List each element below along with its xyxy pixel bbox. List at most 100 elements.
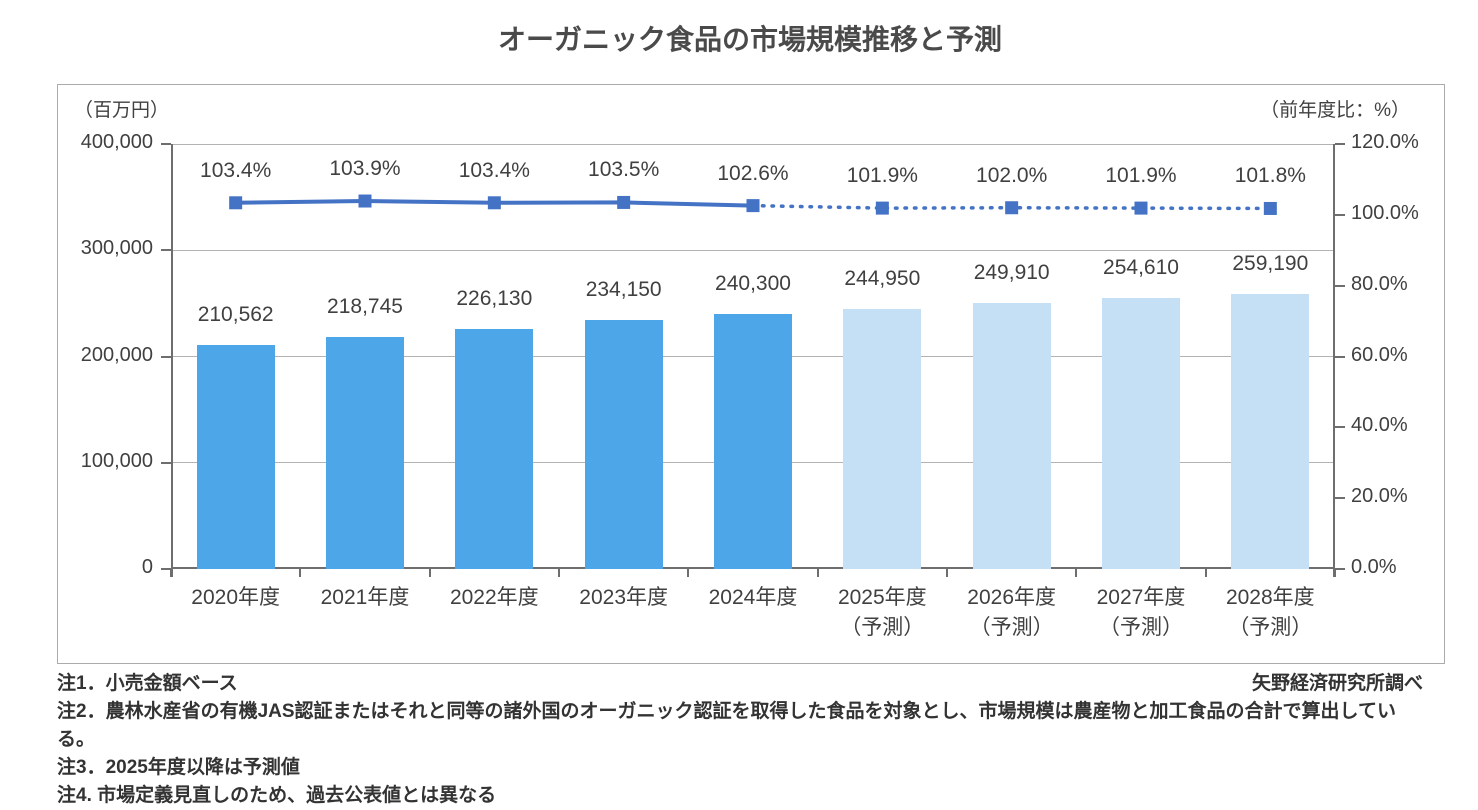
market-size-bar (196, 345, 275, 569)
x-axis-label-year: 2025年度 (837, 586, 927, 609)
yoy-line-marker (1134, 201, 1148, 215)
y-axis-left-line (171, 144, 173, 577)
left-axis-tick (161, 461, 171, 464)
note-line-2: 注2．農林水産省の有機JAS認証またはそれと同等の諸外国のオーガニック認証を取得… (57, 701, 1396, 750)
yoy-line-marker (229, 196, 243, 210)
chart-title: オーガニック食品の市場規模推移と予測 (497, 24, 1002, 55)
yoy-value-label: 103.5% (588, 158, 660, 182)
bar-value-label: 254,610 (1103, 256, 1179, 280)
x-axis-tick (1204, 569, 1207, 577)
plot-area: 400,000 300,000 200,000 100,000 0 120.0% 100.0… (81, 131, 1419, 639)
chart-container: （百万円） （前年度比：%） 400,000 300,000 200,000 100,… (57, 84, 1445, 664)
yoy-value-label: 101.9% (846, 164, 918, 188)
x-axis-label-year: 2024年度 (708, 586, 798, 609)
market-size-bar (1102, 298, 1180, 569)
x-axis-label-forecast-note: （予測） (840, 616, 925, 639)
market-size-bar (972, 303, 1051, 569)
x-axis-label-year: 2020年度 (191, 586, 281, 609)
x-axis-tick (1075, 569, 1078, 577)
yoy-line-marker (875, 201, 889, 215)
x-axis-label: 2028年度 （予測） (1206, 583, 1335, 643)
x-axis-tick (946, 569, 948, 577)
right-axis-tick-label: 0.0% (1351, 556, 1397, 578)
left-axis-tick (161, 143, 171, 145)
yoy-line-marker (487, 196, 501, 210)
right-axis-tick (1335, 426, 1345, 429)
left-axis-tick (161, 355, 171, 358)
x-axis-label: 2025年度 （予測） (818, 583, 947, 643)
x-axis-label: 2024年度 (688, 583, 817, 613)
right-axis-tick (1335, 355, 1345, 358)
yoy-value-label: 103.9% (329, 157, 401, 181)
yoy-value-label: 103.4% (200, 158, 272, 182)
bar-value-label: 249,910 (973, 261, 1050, 285)
x-axis-label: 2023年度 (559, 583, 688, 613)
x-axis-tick (170, 569, 172, 577)
note-line-4: 注4. 市場定義見直しのため、過去公表値とは異なる (57, 785, 497, 806)
x-axis-label: 2020年度 (171, 583, 300, 613)
left-axis-tick-label: 0 (141, 556, 153, 578)
x-axis-label-year: 2022年度 (449, 586, 539, 609)
right-axis-tick (1335, 143, 1345, 145)
x-axis-label-forecast-note: （予測） (969, 616, 1054, 639)
bar-value-label: 210,562 (197, 303, 274, 327)
bar-value-label: 234,150 (585, 278, 662, 302)
yoy-value-label: 101.9% (1105, 164, 1177, 188)
left-axis-tick (161, 249, 171, 252)
market-size-bar (455, 328, 534, 569)
market-size-bar (843, 308, 922, 569)
right-axis-tick (1335, 568, 1345, 570)
x-axis-label: 2026年度 （予測） (947, 583, 1076, 643)
source-credit: 矢野経済研究所調べ (1251, 673, 1423, 694)
right-axis-tick (1335, 213, 1345, 216)
right-axis-tick-label: 40.0% (1351, 414, 1408, 437)
yoy-line-marker (358, 194, 372, 208)
x-axis-label-year: 2021年度 (320, 586, 410, 609)
note-line-3: 注3．2025年度以降は予測値 (57, 757, 300, 778)
x-axis-tick (1334, 569, 1336, 577)
right-axis-tick (1335, 284, 1345, 287)
market-size-bar (584, 320, 663, 569)
x-axis-label-forecast-note: （予測） (1228, 616, 1313, 639)
yoy-value-label: 101.8% (1234, 164, 1306, 188)
x-axis-label-forecast-note: （予測） (1098, 616, 1183, 639)
bar-value-label: 259,190 (1232, 251, 1309, 275)
right-axis-tick-label: 120.0% (1351, 131, 1419, 153)
right-axis-tick-label: 60.0% (1351, 343, 1408, 366)
left-axis-unit-label: （百万円） (74, 100, 170, 121)
note-line-1: 注1．小売金額ベース (57, 673, 238, 694)
market-size-bar (714, 313, 792, 569)
x-axis-label: 2027年度 （予測） (1076, 583, 1205, 643)
right-axis-tick-label: 80.0% (1351, 272, 1408, 295)
bar-value-label: 226,130 (456, 286, 533, 310)
x-axis-label-year: 2026年度 (967, 586, 1057, 609)
x-axis-tick (687, 569, 690, 577)
x-axis-label: 2022年度 (430, 583, 559, 613)
bar-value-label: 244,950 (844, 266, 921, 290)
x-axis-tick (428, 569, 431, 577)
gridline (171, 249, 1335, 251)
left-axis-tick-label: 200,000 (80, 343, 153, 366)
right-axis-tick-label: 100.0% (1351, 201, 1419, 224)
right-axis-tick (1335, 497, 1345, 500)
yoy-line-marker (617, 195, 631, 209)
left-axis-tick-label: 100,000 (80, 449, 153, 472)
x-axis-label: 2021年度 (300, 583, 429, 613)
x-axis-label-year: 2027年度 (1096, 586, 1186, 609)
yoy-line (229, 194, 1277, 215)
bar-value-label: 218,745 (327, 294, 403, 318)
x-axis-tick (299, 569, 302, 577)
yoy-value-label: 103.4% (458, 158, 530, 182)
yoy-line-marker (746, 199, 760, 213)
x-axis-label-year: 2028年度 (1225, 586, 1315, 609)
yoy-value-label: 102.6% (717, 161, 789, 185)
y-axis-right-line (1333, 144, 1335, 577)
right-axis-tick-label: 20.0% (1351, 485, 1408, 508)
x-axis-label-year: 2023年度 (579, 586, 669, 609)
market-size-bar (326, 336, 404, 569)
bar-value-label: 240,300 (715, 271, 791, 295)
yoy-line-marker (1005, 201, 1019, 215)
market-size-bar (1231, 293, 1310, 569)
x-axis-tick (558, 569, 560, 577)
left-axis-tick-label: 400,000 (80, 131, 153, 153)
